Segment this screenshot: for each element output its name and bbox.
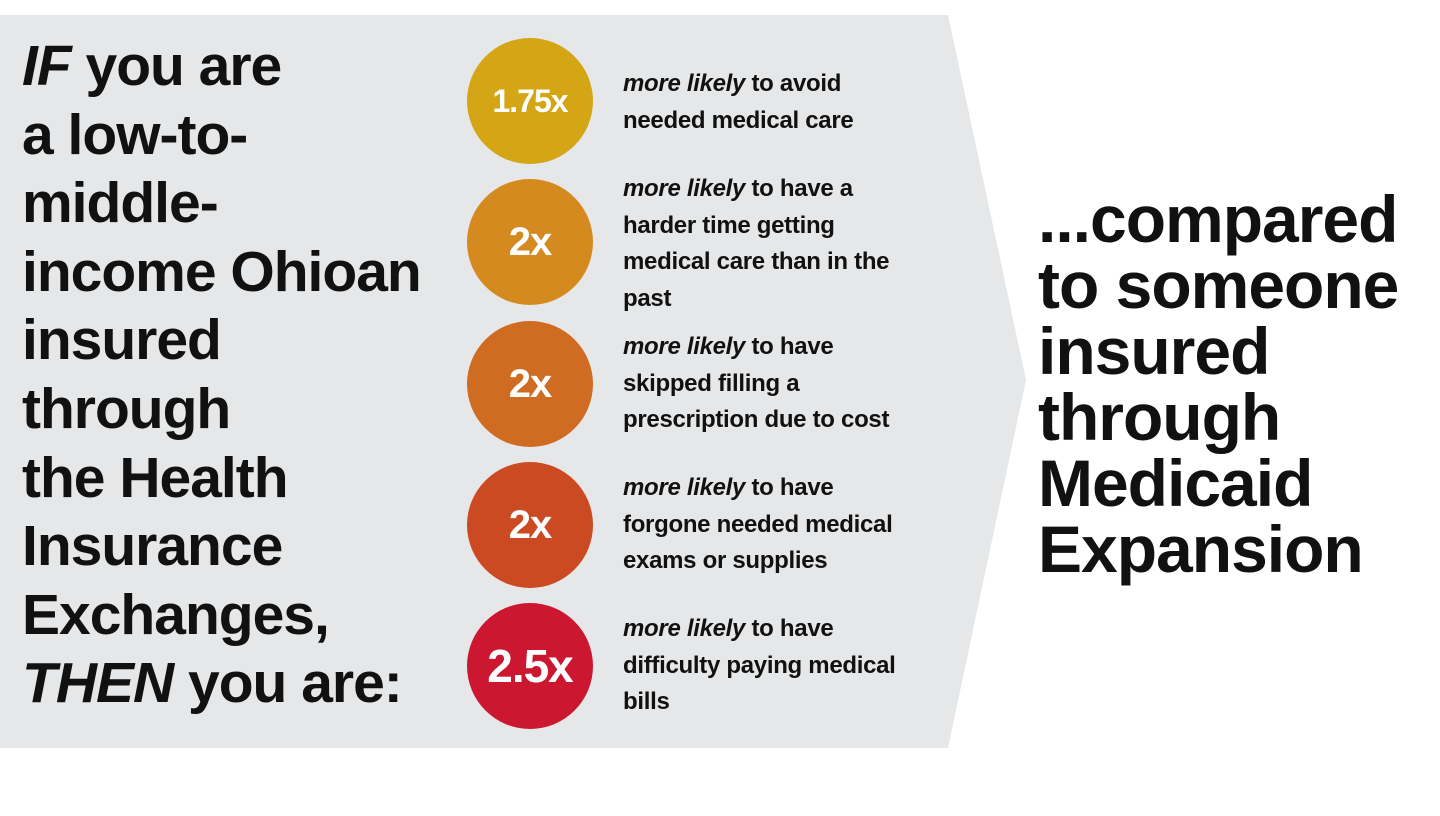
line-3: middle- — [22, 171, 219, 236]
stat-description: more likely to have skipped filling a pr… — [623, 329, 963, 439]
desc-line: skipped filling a — [623, 369, 800, 397]
stat-description: more likely to have forgone needed medic… — [623, 470, 963, 580]
desc-line: exams or supplies — [623, 547, 828, 574]
emphasis: more likely — [623, 615, 746, 642]
line-4: income Ohioan — [22, 239, 422, 304]
line-10: THEN you are: — [22, 649, 421, 718]
desc-line: difficulty paying medical — [623, 651, 896, 679]
line-1: IF you are — [22, 32, 421, 101]
line-9: Exchanges, — [22, 582, 330, 647]
stat-circle: 2x — [467, 462, 593, 588]
desc-line: to avoid — [751, 70, 842, 97]
desc-line: bills — [623, 688, 670, 715]
desc-line: to have — [751, 615, 834, 642]
desc-line: to have — [751, 474, 834, 501]
if-word: IF — [22, 34, 72, 98]
line-text: you are — [85, 34, 283, 98]
desc-line: harder time getting — [623, 211, 835, 239]
line-2: a low-to- — [22, 102, 248, 167]
stat-item-forgone-exams: 2x more likely to have forgone needed me… — [467, 462, 967, 588]
stat-description: more likely to have a harder time gettin… — [623, 171, 963, 317]
emphasis: more likely — [623, 474, 746, 501]
stat-item-harder-time: 2x more likely to have a harder time get… — [467, 175, 967, 312]
line-7: the Health — [22, 445, 289, 510]
line: Medicaid — [1038, 446, 1313, 520]
line-6: through — [22, 376, 231, 441]
then-word: THEN — [22, 651, 174, 716]
desc-line: prescription due to cost — [623, 406, 890, 433]
condition-statement: IF you are a low-to- middle- income Ohio… — [22, 32, 422, 718]
stat-circle: 2x — [467, 179, 593, 305]
stat-circle: 1.75x — [467, 38, 593, 164]
line: ...compared — [1038, 182, 1398, 256]
desc-line: to have — [751, 333, 834, 360]
desc-line: to have a — [751, 175, 853, 202]
emphasis: more likely — [623, 70, 746, 97]
line: to someone — [1038, 248, 1399, 322]
desc-line: past — [623, 284, 672, 312]
stat-description: more likely to avoid needed medical care — [623, 66, 963, 139]
emphasis: more likely — [623, 175, 746, 202]
stat-circle: 2x — [467, 321, 593, 447]
desc-line: forgone needed medical — [623, 510, 893, 538]
desc-line: medical care than in the — [623, 248, 890, 275]
line: Expansion — [1038, 512, 1364, 586]
stat-item-paying-bills: 2.5x more likely to have difficulty payi… — [467, 603, 967, 729]
comparison-statement: ...compared to someone insured through M… — [1038, 182, 1399, 586]
stat-description: more likely to have difficulty paying me… — [623, 611, 963, 721]
line: insured — [1038, 314, 1270, 388]
line-text: you are: — [188, 651, 403, 716]
stat-circle: 2.5x — [467, 603, 593, 729]
line-5: insured — [22, 308, 222, 373]
line: through — [1038, 380, 1281, 454]
emphasis: more likely — [623, 333, 746, 360]
stat-item-skipped-prescription: 2x more likely to have skipped filling a… — [467, 321, 967, 447]
desc-line: needed medical care — [623, 106, 854, 134]
line-8: Insurance — [22, 514, 283, 579]
stat-item-avoid-care: 1.75x more likely to avoid needed medica… — [467, 38, 967, 164]
